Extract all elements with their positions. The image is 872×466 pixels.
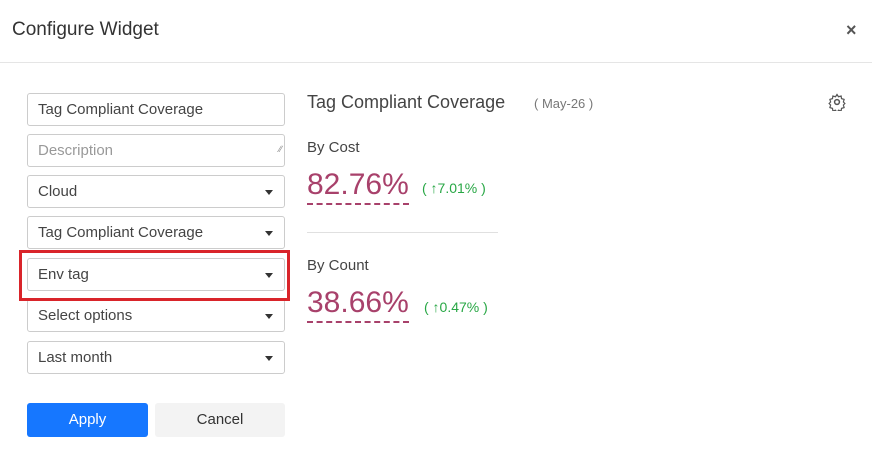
- apply-button[interactable]: Apply: [27, 403, 148, 437]
- modal-title: Configure Widget: [12, 19, 159, 40]
- metric-value: 38.66%: [307, 285, 409, 323]
- select-field[interactable]: Select options: [27, 299, 285, 332]
- dropdown-caret: [265, 190, 273, 195]
- textarea-field[interactable]: Description ∕∕: [27, 134, 285, 167]
- dropdown-caret: [265, 231, 273, 236]
- input-field[interactable]: Tag Compliant Coverage: [27, 93, 285, 126]
- select-field[interactable]: Cloud: [27, 175, 285, 208]
- preview-title: Tag Compliant Coverage: [307, 92, 506, 112]
- select-field[interactable]: Env tag: [27, 258, 285, 291]
- resize-grip: ∕∕: [278, 144, 282, 154]
- metric-change: ( ↑7.01% ): [422, 180, 486, 196]
- dropdown-caret: [265, 273, 273, 278]
- divider: [307, 232, 498, 233]
- close-button[interactable]: ×: [846, 20, 857, 40]
- preview-date: ( May-26 ): [534, 96, 594, 111]
- metric-value: 82.76%: [307, 167, 409, 205]
- metric-label: By Count: [307, 257, 369, 274]
- metric-label: By Cost: [307, 139, 360, 156]
- dropdown-caret: [265, 356, 273, 361]
- cancel-button[interactable]: Cancel: [155, 403, 285, 437]
- select-field[interactable]: Tag Compliant Coverage: [27, 216, 285, 249]
- header: Configure Widget ×: [0, 0, 872, 63]
- highlight-box: [19, 250, 290, 301]
- settings-icon[interactable]: [828, 93, 846, 111]
- metric-change: ( ↑0.47% ): [424, 299, 488, 315]
- dropdown-caret: [265, 314, 273, 319]
- select-field[interactable]: Last month: [27, 341, 285, 374]
